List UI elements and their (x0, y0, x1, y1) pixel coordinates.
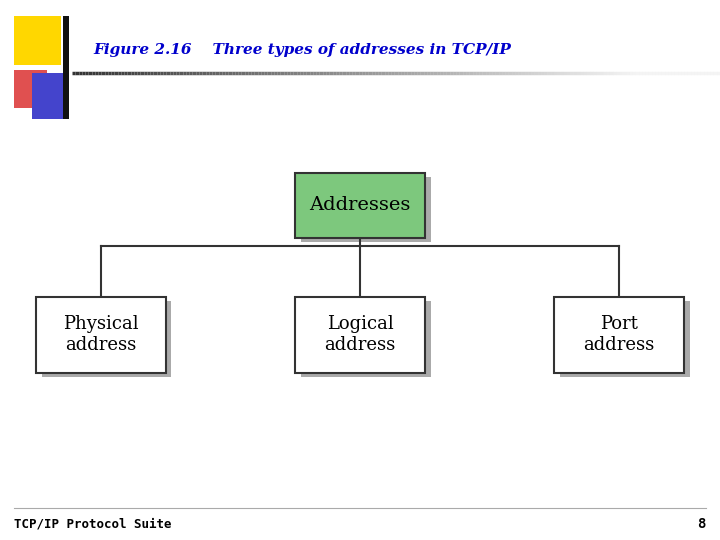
Text: Addresses: Addresses (310, 196, 410, 214)
FancyBboxPatch shape (560, 301, 690, 377)
Text: Figure 2.16    Three types of addresses in TCP/IP: Figure 2.16 Three types of addresses in … (94, 43, 511, 57)
Bar (14, 16, 61, 65)
FancyBboxPatch shape (554, 297, 684, 373)
FancyBboxPatch shape (295, 297, 425, 373)
FancyBboxPatch shape (301, 177, 431, 242)
FancyBboxPatch shape (301, 301, 431, 377)
FancyBboxPatch shape (42, 301, 171, 377)
FancyBboxPatch shape (295, 173, 425, 238)
Text: TCP/IP Protocol Suite: TCP/IP Protocol Suite (14, 517, 172, 530)
Bar (14, 70, 47, 108)
Bar (63, 16, 69, 119)
Text: Logical
address: Logical address (325, 315, 395, 354)
Bar (32, 73, 65, 119)
Text: Port
address: Port address (584, 315, 654, 354)
Text: 8: 8 (697, 517, 706, 531)
FancyBboxPatch shape (36, 297, 166, 373)
Text: Physical
address: Physical address (63, 315, 139, 354)
